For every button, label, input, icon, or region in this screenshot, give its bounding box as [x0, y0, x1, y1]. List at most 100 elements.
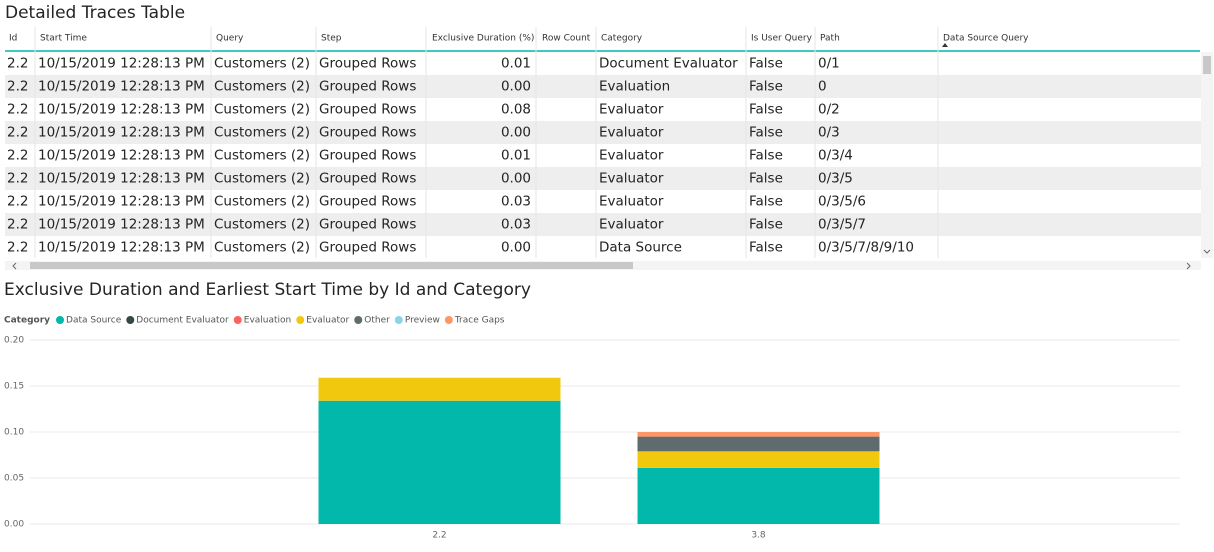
table-cell: Document Evaluator — [599, 56, 738, 72]
legend-label: Preview — [405, 316, 440, 326]
table-cell: Customers (2) — [214, 171, 310, 187]
table-cell: Customers (2) — [214, 217, 310, 233]
bar-segment — [637, 451, 880, 468]
table-cell: Data Source — [599, 240, 682, 256]
bar-segment — [637, 432, 880, 437]
table-cell: 0.03 — [501, 217, 531, 233]
table-cell: Evaluator — [599, 194, 664, 210]
legend-label: Trace Gaps — [454, 316, 505, 326]
table-cell: Evaluator — [599, 217, 664, 233]
table-cell: Customers (2) — [214, 148, 310, 164]
table-cell: 0.01 — [501, 148, 531, 164]
table-cell: Grouped Rows — [319, 217, 416, 233]
table-cell: 10/15/2019 12:28:13 PM — [38, 125, 205, 141]
legend-label: Evaluator — [306, 316, 349, 326]
table-cell: 2.2 — [7, 125, 28, 141]
table-cell: Customers (2) — [214, 79, 310, 95]
table-rows: 2.2 10/15/2019 12:28:13 PM Customers (2) Gr… — [5, 56, 1201, 256]
table-cell: Grouped Rows — [319, 102, 416, 118]
table-cell: 2.2 — [7, 194, 28, 210]
table-cell: False — [749, 148, 783, 164]
legend-marker — [296, 316, 305, 324]
y-tick-label: 0.20 — [4, 336, 24, 346]
legend-label: Data Source — [66, 316, 122, 326]
table-cell: 0/3/5/7/8/9/10 — [818, 240, 914, 256]
table-cell: Grouped Rows — [319, 194, 416, 210]
column-header: Path — [820, 34, 840, 44]
column-header: Row Count — [542, 34, 591, 44]
x-tick-label: 2.2 — [432, 531, 446, 541]
table-cell: 10/15/2019 12:28:13 PM — [38, 171, 205, 187]
y-tick-label: 0.15 — [4, 382, 24, 392]
column-header: Id — [9, 34, 17, 44]
table-cell: 10/15/2019 12:28:13 PM — [38, 148, 205, 164]
table-cell: 2.2 — [7, 240, 28, 256]
table-cell: Customers (2) — [214, 240, 310, 256]
table-cell: 0.00 — [501, 125, 531, 141]
table-cell: 0/3/5 — [818, 171, 853, 187]
table-cell: 0/3/5/6 — [818, 194, 866, 210]
table-cell: 0.00 — [501, 171, 531, 187]
table-cell: 0.01 — [501, 56, 531, 72]
table-cell: 10/15/2019 12:28:13 PM — [38, 194, 205, 210]
vertical-scroll-thumb[interactable] — [1203, 56, 1211, 74]
table-header — [5, 26, 1201, 50]
table-cell: False — [749, 194, 783, 210]
legend-label: Other — [364, 316, 390, 326]
legend-marker — [56, 316, 65, 324]
row-band — [5, 75, 1201, 98]
table-cell: Grouped Rows — [319, 148, 416, 164]
table-cell: Grouped Rows — [319, 240, 416, 256]
column-header: Data Source Query — [943, 34, 1029, 44]
table-cell: Evaluator — [599, 148, 664, 164]
table-cell: 0.00 — [501, 79, 531, 95]
bar-segment — [318, 400, 561, 524]
table-cell: False — [749, 125, 783, 141]
table-cell: 0/1 — [818, 56, 840, 72]
table-cell: False — [749, 171, 783, 187]
table-cell: Grouped Rows — [319, 125, 416, 141]
table-cell: 0.03 — [501, 194, 531, 210]
legend-marker — [233, 316, 242, 324]
column-header: Exclusive Duration (%) — [432, 34, 534, 44]
table-cell: 10/15/2019 12:28:13 PM — [38, 240, 205, 256]
legend-marker — [394, 316, 403, 324]
legend-label: Evaluation — [244, 316, 292, 326]
table-cell: 10/15/2019 12:28:13 PM — [38, 217, 205, 233]
table-cell: Evaluator — [599, 171, 664, 187]
row-band — [5, 121, 1201, 144]
table-cell: 0/3/4 — [818, 148, 853, 164]
column-header: Is User Query — [751, 34, 813, 44]
y-tick-label: 0.00 — [4, 520, 24, 530]
legend-title: Category — [4, 316, 50, 326]
row-band — [5, 167, 1201, 190]
table-cell: 2.2 — [7, 56, 28, 72]
table-title: Detailed Traces Table — [5, 3, 185, 23]
table-cell: 2.2 — [7, 79, 28, 95]
y-tick-label: 0.10 — [4, 428, 24, 438]
legend-label: Document Evaluator — [136, 316, 229, 326]
table-cell: Grouped Rows — [319, 56, 416, 72]
column-header: Category — [601, 34, 643, 44]
table-cell: 2.2 — [7, 171, 28, 187]
y-tick-label: 0.05 — [4, 474, 24, 484]
vertical-scrollbar[interactable] — [1201, 52, 1213, 258]
table-cell: Customers (2) — [214, 102, 310, 118]
table-cell: Evaluator — [599, 125, 664, 141]
scroll-down-arrow[interactable] — [1203, 249, 1211, 254]
bar-segment — [637, 467, 880, 524]
table-cell: Evaluation — [599, 79, 670, 95]
bar-segment — [318, 377, 561, 401]
table-cell: False — [749, 79, 783, 95]
legend-marker — [126, 316, 135, 324]
table-cell: 10/15/2019 12:28:13 PM — [38, 102, 205, 118]
scroll-arrows[interactable] — [12, 262, 1191, 270]
x-tick-label: 3.8 — [751, 531, 766, 541]
table-cell: 0.08 — [501, 102, 531, 118]
column-header: Start Time — [40, 34, 87, 44]
horizontal-scroll-thumb[interactable] — [30, 262, 633, 269]
table-cell: Grouped Rows — [319, 79, 416, 95]
bar-segment — [637, 436, 880, 452]
table-cell: 0.00 — [501, 240, 531, 256]
